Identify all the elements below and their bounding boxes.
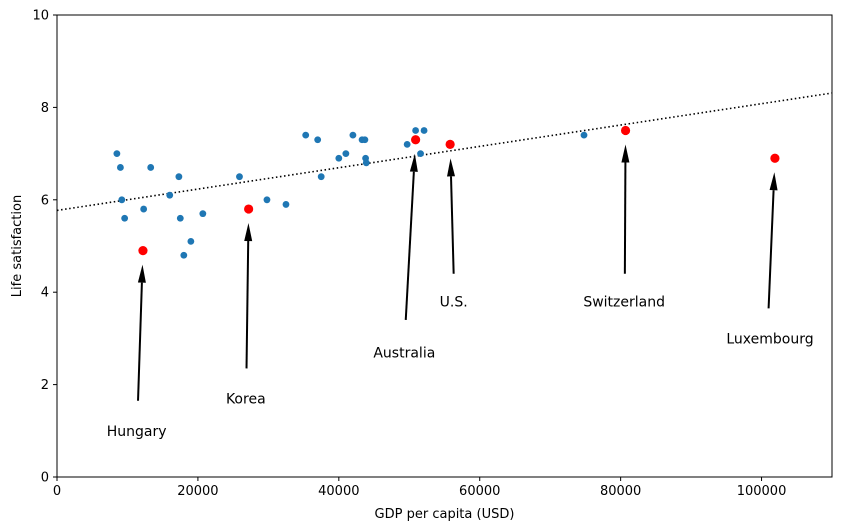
highlight-point bbox=[770, 153, 780, 163]
annotation-arrow-shaft bbox=[623, 162, 627, 274]
data-point bbox=[342, 150, 350, 158]
y-tick-label: 0 bbox=[41, 471, 49, 486]
data-point bbox=[117, 164, 124, 171]
annotation-label: Hungary bbox=[107, 424, 167, 440]
x-tick-label: 60000 bbox=[459, 484, 500, 499]
data-point bbox=[302, 131, 310, 139]
data-point bbox=[187, 237, 195, 245]
data-point bbox=[263, 196, 271, 204]
data-point bbox=[176, 214, 184, 222]
data-point bbox=[236, 173, 243, 181]
y-tick-label: 10 bbox=[32, 9, 49, 24]
y-axis-label: Life satisfaction bbox=[10, 195, 25, 297]
data-point bbox=[317, 173, 325, 181]
x-tick-label: 0 bbox=[53, 484, 61, 499]
data-point bbox=[412, 127, 420, 134]
data-point bbox=[180, 251, 188, 259]
annotation-label: Australia bbox=[373, 345, 435, 361]
x-tick-label: 40000 bbox=[318, 484, 359, 499]
annotation-arrow-head bbox=[244, 223, 253, 242]
trend-layer bbox=[56, 92, 833, 212]
x-tick-label: 20000 bbox=[177, 484, 218, 499]
annotation-label: Luxembourg bbox=[726, 331, 813, 347]
data-point bbox=[420, 127, 428, 134]
x-tick-label: 100000 bbox=[737, 484, 787, 499]
highlight-point bbox=[620, 125, 631, 136]
plot-frame bbox=[56, 14, 833, 478]
data-point bbox=[580, 131, 588, 139]
points-layer bbox=[113, 125, 780, 259]
data-point bbox=[166, 191, 174, 199]
highlight-point bbox=[445, 139, 455, 149]
data-point bbox=[175, 173, 183, 181]
data-point bbox=[314, 136, 322, 144]
y-tick-label: 6 bbox=[41, 193, 49, 208]
data-point bbox=[113, 150, 121, 158]
highlight-point bbox=[244, 204, 254, 214]
annotation-arrow-shaft bbox=[404, 171, 415, 320]
data-point bbox=[199, 210, 207, 218]
data-point bbox=[361, 136, 369, 144]
highlight-point bbox=[411, 135, 421, 145]
annotation-arrow-shaft bbox=[245, 241, 250, 369]
annotation-label: Switzerland bbox=[583, 294, 665, 310]
annotation-arrow-head bbox=[447, 158, 456, 177]
annotation-arrow-shaft bbox=[137, 282, 143, 401]
x-axis-label: GDP per capita (USD) bbox=[375, 507, 515, 522]
data-point bbox=[335, 154, 343, 162]
y-tick-label: 8 bbox=[41, 101, 49, 116]
annotation-arrow-shaft bbox=[450, 176, 455, 274]
data-point bbox=[118, 196, 126, 204]
annotation-arrow-head bbox=[769, 172, 778, 191]
data-point bbox=[417, 150, 424, 158]
annotation-arrow-head bbox=[621, 144, 630, 163]
data-point bbox=[282, 201, 290, 208]
y-tick-label: 4 bbox=[41, 286, 49, 301]
x-tick-label: 80000 bbox=[600, 484, 641, 499]
annotation-arrow-head bbox=[409, 153, 418, 172]
annotation-arrow-shaft bbox=[767, 190, 775, 309]
data-point bbox=[147, 164, 155, 171]
data-point bbox=[403, 140, 411, 148]
annotation-label: Korea bbox=[226, 391, 266, 407]
trend-line bbox=[56, 92, 833, 212]
highlight-point bbox=[138, 246, 148, 256]
annotation-arrow-head bbox=[137, 264, 146, 283]
data-point bbox=[121, 214, 129, 222]
axes-layer: 0 20000 40000 60000 80000 100000 0 2 4 6 8 10 bbox=[32, 9, 786, 500]
y-tick-label: 2 bbox=[41, 378, 49, 393]
annotations-layer: Hungary Korea Australia U.S. Switzerland Luxe… bbox=[107, 144, 814, 440]
annotation-label: U.S. bbox=[440, 294, 468, 310]
data-point bbox=[140, 205, 148, 213]
data-point bbox=[362, 159, 370, 167]
data-point bbox=[349, 131, 357, 139]
